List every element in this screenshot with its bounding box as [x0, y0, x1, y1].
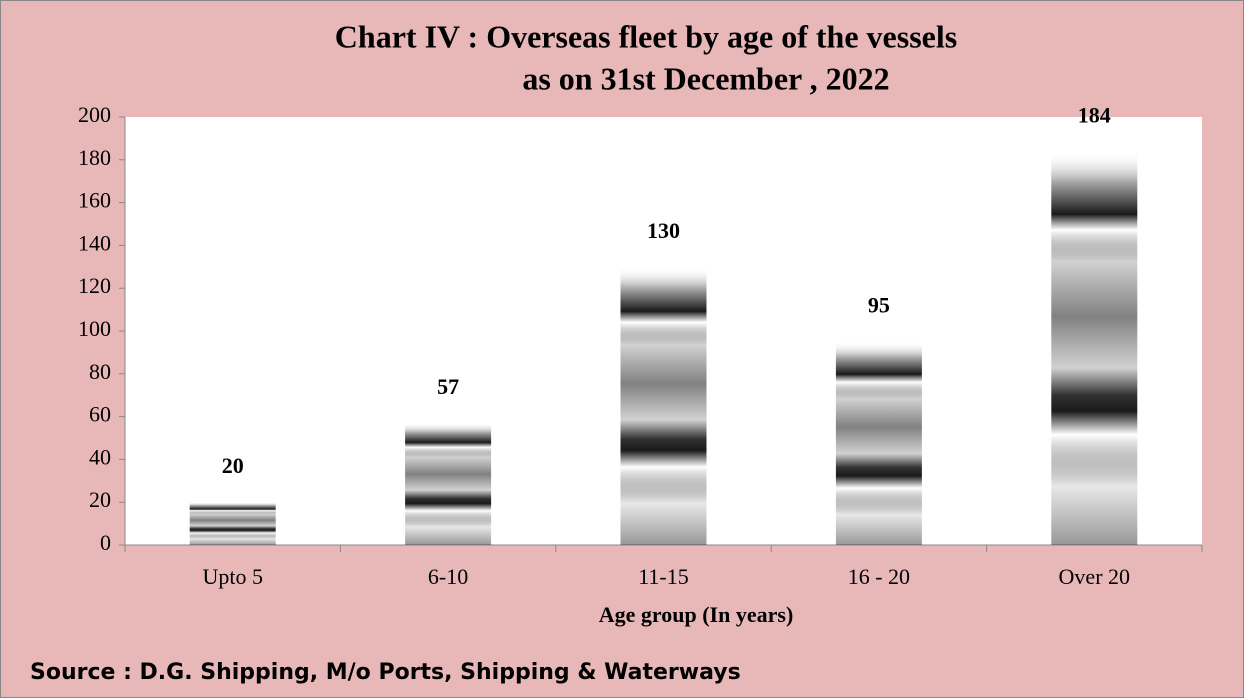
- y-tick-label: 140: [78, 230, 111, 255]
- x-tick-label: Over 20: [1059, 564, 1130, 589]
- chart-title: Chart IV : Overseas fleet by age of the …: [335, 18, 957, 54]
- source: Source : D.G. Shipping, M/o Ports, Shipp…: [30, 660, 741, 685]
- x-axis-label: Age group (In years): [599, 602, 794, 627]
- y-tick-label: 100: [78, 316, 111, 341]
- y-tick-label: 160: [78, 188, 111, 213]
- bar: [189, 502, 276, 545]
- value-label: 95: [868, 293, 890, 318]
- x-tick-label: 16 - 20: [848, 564, 910, 589]
- value-label: 20: [222, 453, 244, 478]
- chart-subtitle: as on 31st December , 2022: [522, 60, 889, 96]
- y-tick-label: 200: [78, 102, 111, 127]
- x-tick-label: 6-10: [428, 564, 468, 589]
- y-tick-label: 120: [78, 273, 111, 298]
- y-tick-label: 0: [100, 530, 111, 555]
- bar: [1051, 151, 1138, 546]
- y-tick-label: 20: [89, 487, 111, 512]
- bar: [835, 341, 922, 545]
- y-tick-label: 80: [89, 359, 111, 384]
- x-tick-label: Upto 5: [202, 564, 263, 589]
- x-tick-label: 11-15: [638, 564, 689, 589]
- bar: [620, 266, 707, 545]
- y-tick-label: 180: [78, 145, 111, 170]
- value-label: 184: [1078, 102, 1111, 127]
- value-label: 57: [437, 374, 459, 399]
- bar: [405, 423, 492, 545]
- value-label: 130: [647, 218, 680, 243]
- y-tick-label: 60: [89, 402, 111, 427]
- y-tick-label: 40: [89, 444, 111, 469]
